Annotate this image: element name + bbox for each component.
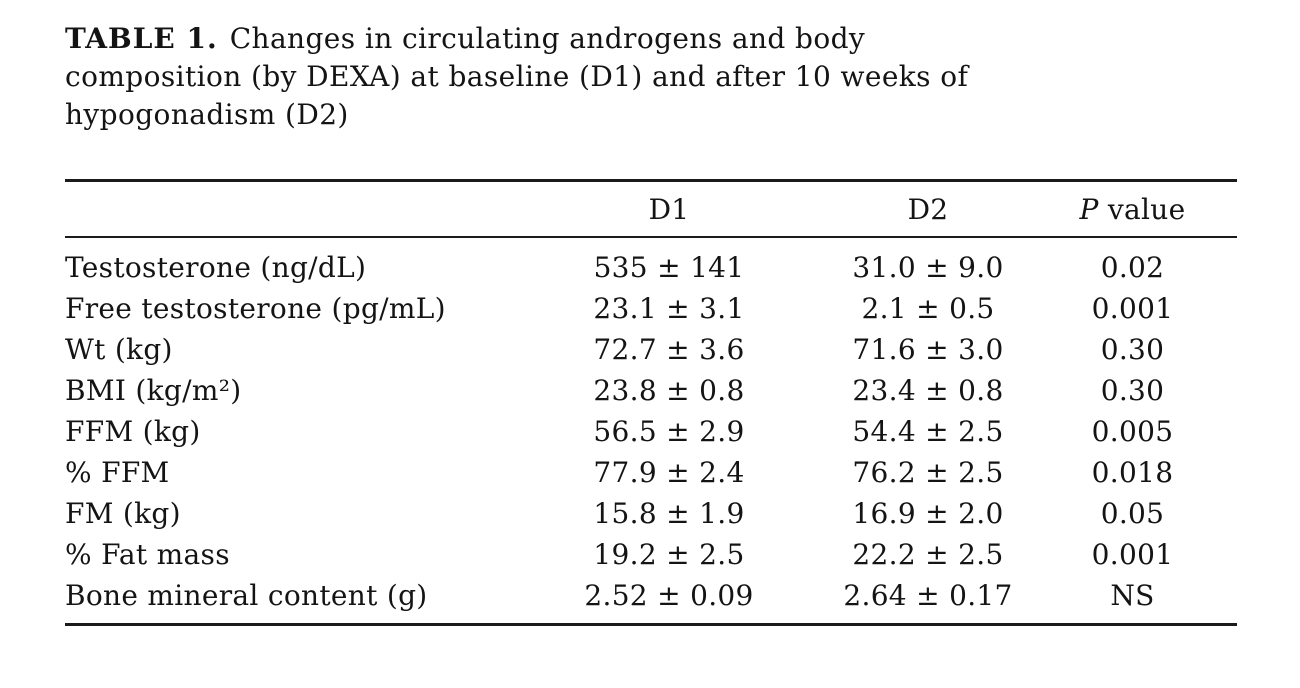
table-row-free-testosterone: Free testosterone (pg/mL) 23.1 ± 3.1 2.1… — [65, 288, 1237, 329]
cell-p-value: 0.005 — [1091, 415, 1174, 448]
cell-d2: 31.0 ± 9.0 — [852, 251, 1004, 284]
row-label: % Fat mass — [65, 538, 230, 571]
cell-d2: 16.9 ± 2.0 — [852, 497, 1004, 530]
cell-p-value: 0.05 — [1100, 497, 1165, 530]
table-caption-line-2: composition (by DEXA) at baseline (D1) a… — [65, 60, 969, 93]
cell-p-value: 0.001 — [1091, 538, 1174, 571]
cell-d2: 76.2 ± 2.5 — [852, 456, 1004, 489]
column-header-d1: D1 — [510, 180, 828, 238]
table-caption-line-3: hypogonadism (D2) — [65, 98, 349, 131]
cell-p-value: 0.001 — [1091, 292, 1174, 325]
table-caption-number: TABLE 1. — [65, 22, 218, 55]
cell-p-value: 0.018 — [1091, 456, 1174, 489]
cell-d1: 23.8 ± 0.8 — [593, 374, 745, 407]
cell-d2: 54.4 ± 2.5 — [852, 415, 1004, 448]
cell-d1: 535 ± 141 — [593, 251, 745, 284]
table-row-percent-fat-mass: % Fat mass 19.2 ± 2.5 22.2 ± 2.5 0.001 — [65, 534, 1237, 575]
header-row: D1 D2 P value — [65, 180, 1237, 238]
cell-d1: 72.7 ± 3.6 — [593, 333, 745, 366]
p-value-header-text: value — [1107, 192, 1186, 226]
row-label: FM (kg) — [65, 497, 181, 530]
cell-d2: 22.2 ± 2.5 — [852, 538, 1004, 571]
cell-p-value: 0.02 — [1100, 251, 1165, 284]
column-header-empty — [65, 180, 510, 238]
data-table: D1 D2 P value Testosterone (ng/dL) 535 ±… — [65, 179, 1237, 626]
cell-p-value: 0.30 — [1100, 374, 1165, 407]
p-value-header-italic-p: P — [1079, 192, 1099, 226]
table-row-testosterone: Testosterone (ng/dL) 535 ± 141 31.0 ± 9.… — [65, 237, 1237, 288]
row-label: FFM (kg) — [65, 415, 201, 448]
cell-d1: 23.1 ± 3.1 — [593, 292, 745, 325]
table-caption-line-1: TABLE 1. Changes in circulating androgens… — [65, 20, 1237, 58]
cell-p-value: NS — [1110, 579, 1155, 612]
table-row-fm: FM (kg) 15.8 ± 1.9 16.9 ± 2.0 0.05 — [65, 493, 1237, 534]
cell-d2: 2.64 ± 0.17 — [843, 579, 1013, 612]
cell-p-value: 0.30 — [1100, 333, 1165, 366]
cell-d2: 23.4 ± 0.8 — [852, 374, 1004, 407]
cell-d1: 56.5 ± 2.9 — [593, 415, 745, 448]
cell-d1: 19.2 ± 2.5 — [593, 538, 745, 571]
row-label: BMI (kg/m²) — [65, 374, 242, 407]
table-row-percent-ffm: % FFM 77.9 ± 2.4 76.2 ± 2.5 0.018 — [65, 452, 1237, 493]
row-label: % FFM — [65, 456, 170, 489]
column-header-p-value: P value — [1028, 180, 1237, 238]
table-caption-text-1: Changes in circulating androgens and bod… — [229, 22, 866, 55]
cell-d2: 71.6 ± 3.0 — [852, 333, 1004, 366]
row-label: Free testosterone (pg/mL) — [65, 292, 446, 325]
row-label: Bone mineral content (g) — [65, 579, 428, 612]
table-row-bone-mineral-content: Bone mineral content (g) 2.52 ± 0.09 2.6… — [65, 575, 1237, 625]
paper-table-figure: TABLE 1. Changes in circulating androgens… — [65, 20, 1237, 626]
cell-d1: 2.52 ± 0.09 — [584, 579, 754, 612]
cell-d2: 2.1 ± 0.5 — [861, 292, 995, 325]
table-row-ffm: FFM (kg) 56.5 ± 2.9 54.4 ± 2.5 0.005 — [65, 411, 1237, 452]
row-label: Wt (kg) — [65, 333, 173, 366]
row-label: Testosterone (ng/dL) — [65, 251, 367, 284]
table-row-bmi: BMI (kg/m²) 23.8 ± 0.8 23.4 ± 0.8 0.30 — [65, 370, 1237, 411]
cell-d1: 15.8 ± 1.9 — [593, 497, 745, 530]
cell-d1: 77.9 ± 2.4 — [593, 456, 745, 489]
table-row-weight: Wt (kg) 72.7 ± 3.6 71.6 ± 3.0 0.30 — [65, 329, 1237, 370]
table-caption: TABLE 1. Changes in circulating androgens… — [65, 20, 1237, 134]
column-header-d2: D2 — [828, 180, 1028, 238]
